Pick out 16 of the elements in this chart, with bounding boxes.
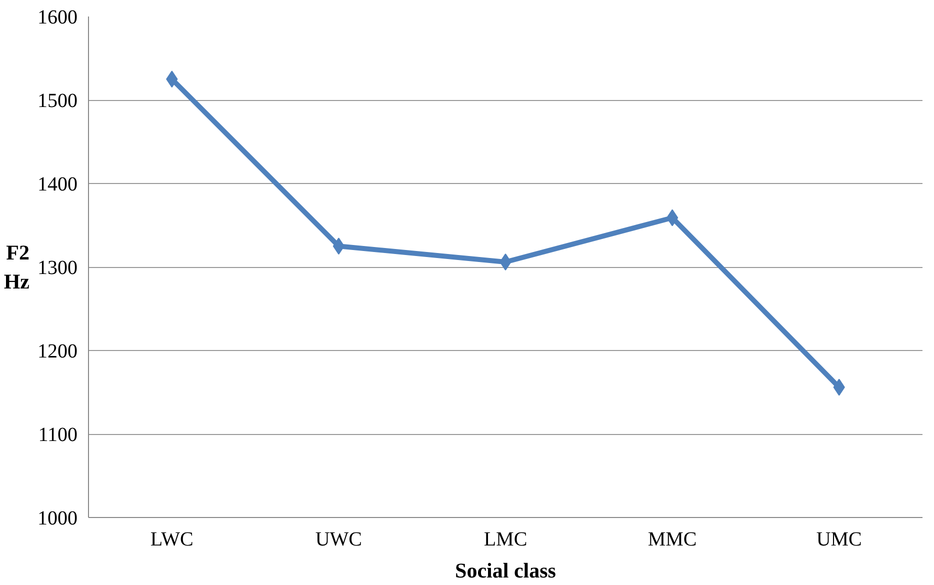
y-tick-label: 1200 xyxy=(38,340,78,362)
point xyxy=(332,238,345,255)
y-tick-label: 1100 xyxy=(38,424,78,446)
x-tick-label: UWC xyxy=(315,528,362,550)
y-tick-label: 1400 xyxy=(38,174,78,196)
x-tick-label: UMC xyxy=(816,528,862,550)
point xyxy=(666,209,678,226)
y-axis-title: F2 Hz xyxy=(4,240,30,294)
x-tick-label: LWC xyxy=(150,528,194,550)
y-tick-label: 1000 xyxy=(38,508,78,530)
x-tick-label: MMC xyxy=(648,528,697,550)
y-tick-label: 1600 xyxy=(38,6,78,28)
x-axis-title: Social class xyxy=(455,558,556,582)
x-tick-label: LMC xyxy=(484,528,528,550)
y-tick-label: 1500 xyxy=(38,90,78,112)
y-tick-label: 1300 xyxy=(38,257,78,279)
